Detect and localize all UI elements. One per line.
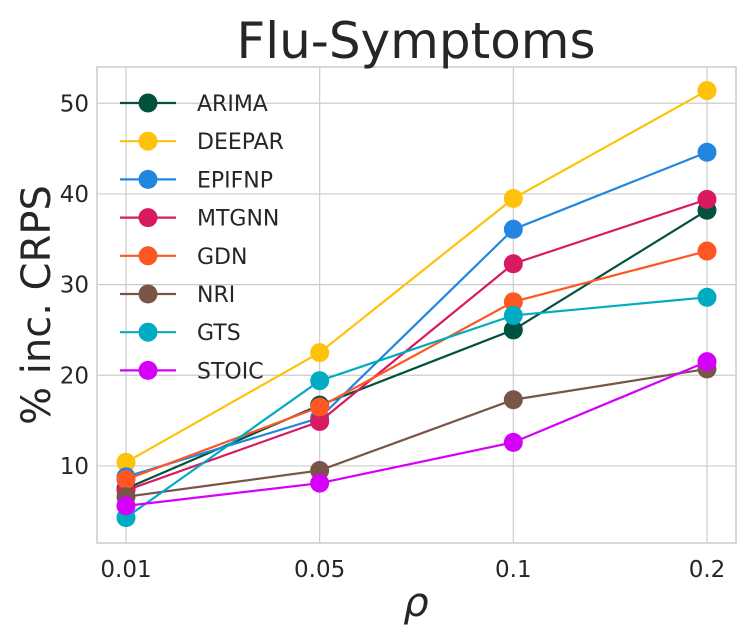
point-mtgnn [310,412,330,432]
point-epifnp [503,219,523,239]
legend-item-deepar: DEEPAR [120,130,284,155]
point-stoic [116,496,136,516]
x-tick-label: 0.1 [495,557,532,583]
legend-marker-gts [138,322,158,342]
legend-marker-nri [138,284,158,304]
point-stoic [697,352,717,372]
point-gdn [697,241,717,261]
y-tick-label: 20 [60,363,89,389]
legend-item-arima: ARIMA [120,92,268,117]
x-tick-label: 0.01 [100,557,151,583]
legend-marker-gdn [138,246,158,266]
series-group [116,81,717,528]
series-gts [116,287,717,528]
legend-label-stoic: STOIC [197,359,264,384]
point-stoic [503,432,523,452]
point-deepar [310,343,330,363]
point-stoic [310,473,330,493]
point-gdn [310,397,330,417]
legend-marker-stoic [138,360,158,380]
point-arima [503,320,523,340]
x-axis-label: ρ [403,580,428,626]
legend-marker-arima [138,93,158,113]
x-tick-label: 0.05 [294,557,345,583]
point-mtgnn [503,254,523,274]
point-nri [503,390,523,410]
legend: ARIMA DEEPAR EPIFNP MTGNN GDN NRI GTS STOIC [120,92,284,384]
series-line-stoic [125,360,708,507]
point-gts [503,305,523,325]
y-tick-label: 10 [60,454,89,480]
legend-marker-epifnp [138,169,158,189]
tick-labels: 0.01 0.05 0.1 0.2 10 20 30 40 50 [60,91,726,583]
series-deepar [116,81,717,472]
plot-frame [96,66,737,544]
point-epifnp [697,142,717,162]
x-tick-label: 0.2 [689,557,726,583]
legend-item-mtgnn: MTGNN [120,207,279,232]
legend-item-nri: NRI [120,283,235,308]
series-line-deepar [125,89,708,464]
legend-item-epifnp: EPIFNP [120,168,273,193]
legend-label-gts: GTS [197,321,241,346]
point-deepar [503,188,523,208]
legend-label-epifnp: EPIFNP [197,168,273,193]
point-deepar [697,81,717,101]
point-gts [310,371,330,391]
legend-item-gdn: GDN [120,245,247,270]
point-mtgnn [697,189,717,209]
series-line-mtgnn [125,198,708,492]
y-tick-label: 30 [60,273,89,299]
legend-label-deepar: DEEPAR [197,130,284,155]
y-tick-label: 50 [60,91,89,117]
series-line-gdn [125,249,708,481]
y-axis-label: % inc. CRPS [14,185,60,425]
grid [97,67,736,543]
point-gdn [503,292,523,312]
y-tick-label: 40 [60,182,89,208]
series-line-nri [125,367,708,498]
series-line-epifnp [125,151,708,478]
legend-label-mtgnn: MTGNN [197,207,279,232]
point-gdn [116,470,136,490]
legend-marker-deepar [138,131,158,151]
legend-label-gdn: GDN [197,245,247,270]
legend-label-arima: ARIMA [197,92,268,117]
legend-label-nri: NRI [197,283,235,308]
series-line-gts [125,296,708,519]
point-deepar [116,452,136,472]
legend-marker-mtgnn [138,208,158,228]
legend-item-gts: GTS [120,321,241,346]
legend-item-stoic: STOIC [120,359,264,384]
point-gts [697,287,717,307]
series-gdn [116,241,717,490]
chart-title: Flu-Symptoms [236,12,595,70]
series-stoic [116,352,717,516]
